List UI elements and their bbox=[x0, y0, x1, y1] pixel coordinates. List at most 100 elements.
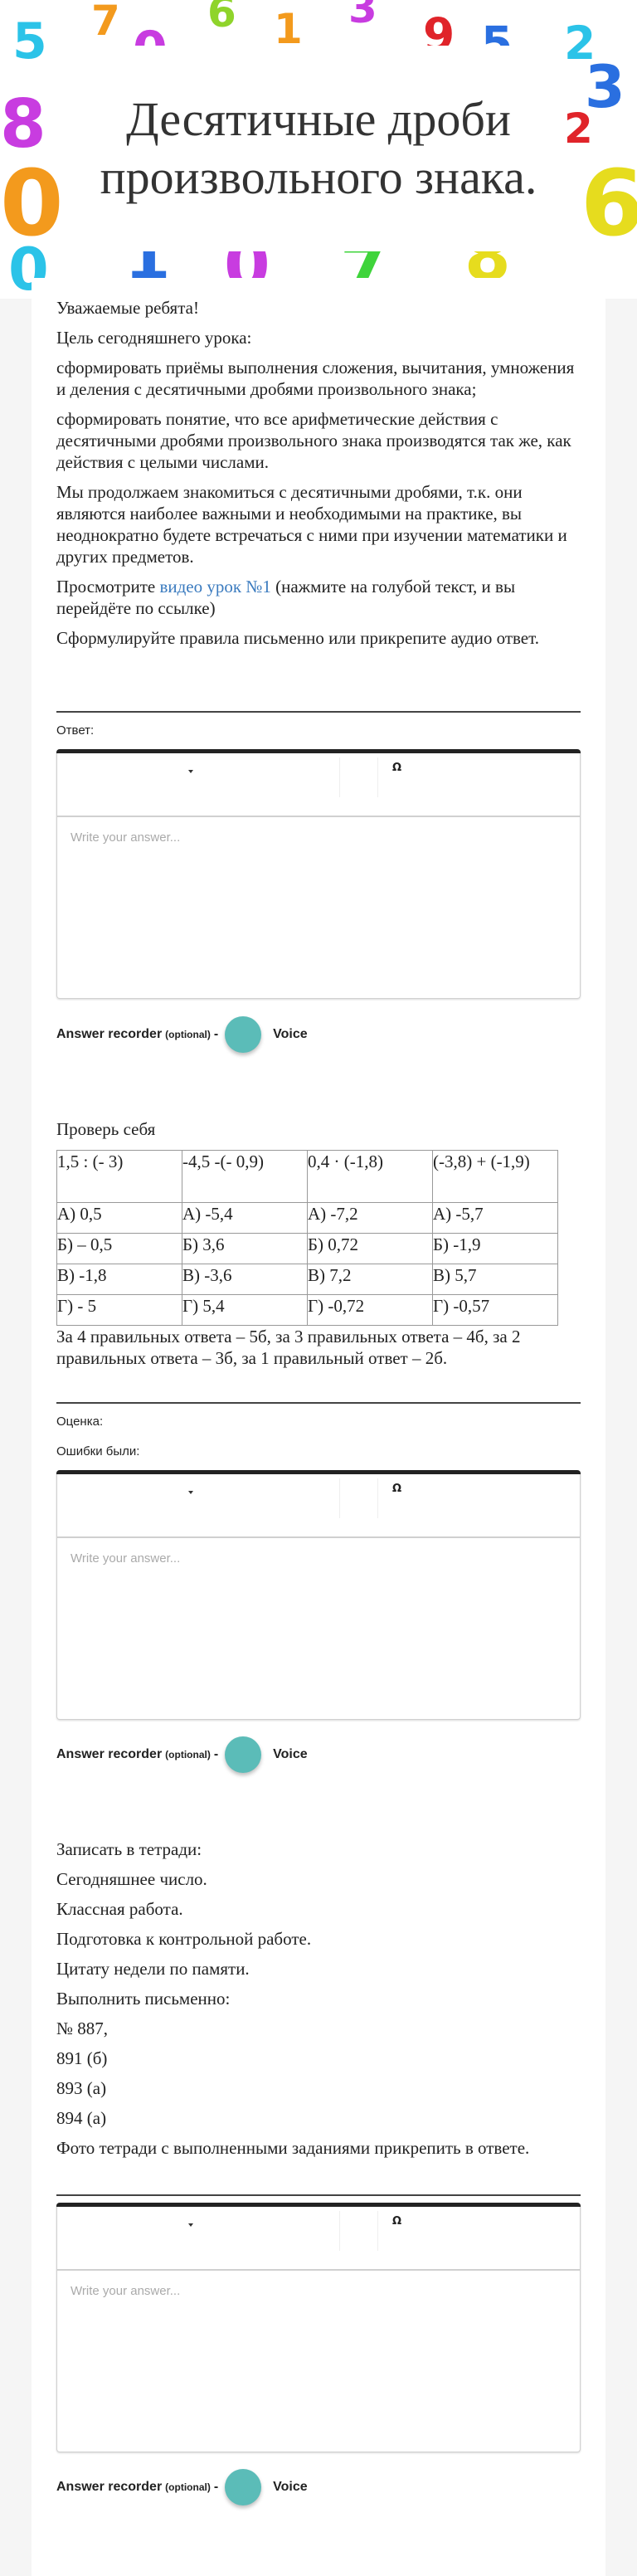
recorder-dash: - bbox=[213, 1027, 219, 1041]
homework-section: Записать в тетради: Сегодняшнее число. К… bbox=[56, 1838, 587, 2167]
table-cell: Б) – 0,5 bbox=[56, 1233, 182, 1264]
toolbar-separator bbox=[339, 757, 340, 797]
answer-choices-table: 1,5 : (- 3) -4,5 -(- 0,9) 0,4 · (-1,8) (… bbox=[56, 1150, 558, 1326]
recorder-label: Answer recorder bbox=[56, 1027, 163, 1041]
title-box: Десятичные дроби произвольного знака. bbox=[86, 46, 551, 251]
intro-goal-heading: Цель сегодняшнего урока: bbox=[56, 328, 252, 348]
errors-label: Ошибки были: bbox=[56, 1444, 140, 1458]
editor-top-bar bbox=[56, 2203, 581, 2207]
answer-input-2[interactable]: Write your answer... bbox=[71, 1551, 181, 1566]
intro-goal-2: сформировать понятие, что все арифметиче… bbox=[56, 409, 571, 472]
table-cell: В) 7,2 bbox=[307, 1264, 433, 1295]
homework-line: Цитату недели по памяти. bbox=[56, 1959, 250, 1979]
table-cell: -4,5 -(- 0,9) bbox=[182, 1150, 308, 1203]
table-cell: 0,4 · (-1,8) bbox=[307, 1150, 433, 1203]
table-cell: Б) 0,72 bbox=[307, 1233, 433, 1264]
table-cell: А) -7,2 bbox=[307, 1202, 433, 1234]
divider bbox=[56, 711, 581, 713]
video-instruction: Просмотрите видео урок №1 (нажмите на го… bbox=[56, 576, 587, 619]
special-character-icon[interactable]: Ω bbox=[392, 762, 402, 774]
editor-toolbar: Ω bbox=[57, 1474, 580, 1538]
answer-editor-1: Ω Write your answer... bbox=[56, 749, 581, 999]
voice-label: Voice bbox=[273, 1747, 308, 1761]
table-cell: А) -5,7 bbox=[432, 1202, 558, 1234]
homework-line: Выполнить письменно: bbox=[56, 1989, 231, 2009]
homework-line: 891 (б) bbox=[56, 2048, 108, 2068]
table-cell: В) 5,7 bbox=[432, 1264, 558, 1295]
homework-line: Подготовка к контрольной работе. bbox=[56, 1929, 312, 1949]
table-cell: Б) 3,6 bbox=[182, 1233, 308, 1264]
video-prefix: Просмотрите bbox=[56, 577, 160, 597]
toolbar-separator bbox=[377, 2211, 378, 2251]
table-cell: В) -3,6 bbox=[182, 1264, 308, 1295]
recorder-dash: - bbox=[213, 2480, 219, 2494]
intro-motivation: Мы продолжаем знакомиться с десятичными … bbox=[56, 482, 567, 567]
answer-input-1[interactable]: Write your answer... bbox=[71, 830, 181, 845]
record-button[interactable] bbox=[225, 1736, 262, 1773]
intro-section: Уважаемые ребята! Цель сегодняшнего урок… bbox=[56, 297, 587, 657]
table-row: Б) – 0,5 Б) 3,6 Б) 0,72 Б) -1,9 bbox=[56, 1233, 558, 1264]
homework-line: № 887, bbox=[56, 2018, 109, 2038]
homework-line: 893 (а) bbox=[56, 2078, 107, 2098]
toolbar-separator bbox=[339, 2211, 340, 2251]
format-dropdown-caret-icon[interactable] bbox=[188, 2223, 193, 2227]
homework-line: Классная работа. bbox=[56, 1899, 183, 1919]
table-cell: 1,5 : (- 3) bbox=[56, 1150, 182, 1203]
answer-editor-2: Ω Write your answer... bbox=[56, 1470, 581, 1720]
toolbar-separator bbox=[339, 1478, 340, 1518]
table-cell: Г) -0,57 bbox=[432, 1294, 558, 1326]
answer-recorder-3: Answer recorder (optional) - Voice bbox=[56, 2469, 308, 2505]
special-character-icon[interactable]: Ω bbox=[392, 1483, 402, 1495]
worksheet-card bbox=[32, 278, 605, 2576]
answer-input-3[interactable]: Write your answer... bbox=[71, 2284, 181, 2298]
recorder-optional: (optional) bbox=[165, 2481, 211, 2493]
format-dropdown-caret-icon[interactable] bbox=[188, 1491, 193, 1494]
answer-recorder-2: Answer recorder (optional) - Voice bbox=[56, 1736, 308, 1773]
intro-goal-1: сформировать приёмы выполнения сложения,… bbox=[56, 358, 575, 399]
table-row: А) 0,5 А) -5,4 А) -7,2 А) -5,7 bbox=[56, 1202, 558, 1234]
grade-label: Оценка: bbox=[56, 1415, 104, 1429]
record-button[interactable] bbox=[225, 1016, 262, 1053]
table-cell: А) 0,5 bbox=[56, 1202, 182, 1234]
answer-label: Ответ: bbox=[56, 723, 95, 738]
answer-recorder-1: Answer recorder (optional) - Voice bbox=[56, 1016, 308, 1053]
check-title: Проверь себя bbox=[56, 1119, 156, 1139]
table-row: 1,5 : (- 3) -4,5 -(- 0,9) 0,4 · (-1,8) (… bbox=[56, 1150, 558, 1203]
table-cell: Г) 5,4 bbox=[182, 1294, 308, 1326]
scoring-text: За 4 правильных ответа – 5б, за 3 правил… bbox=[56, 1327, 521, 1368]
special-character-icon[interactable]: Ω bbox=[392, 2215, 402, 2228]
table-cell: (-3,8) + (-1,9) bbox=[432, 1150, 558, 1203]
editor-top-bar bbox=[56, 749, 581, 753]
homework-line: 894 (а) bbox=[56, 2108, 107, 2128]
divider bbox=[56, 1402, 581, 1404]
recorder-label: Answer recorder bbox=[56, 2480, 163, 2494]
toolbar-separator bbox=[377, 1478, 378, 1518]
recorder-dash: - bbox=[213, 1747, 219, 1761]
table-cell: Г) -0,72 bbox=[307, 1294, 433, 1326]
table-cell: Г) - 5 bbox=[56, 1294, 182, 1326]
check-section: Проверь себя 1,5 : (- 3) -4,5 -(- 0,9) 0… bbox=[56, 1118, 587, 1377]
video-suffix: (нажмите на голубой текст, и вы перейдёт… bbox=[56, 577, 516, 618]
record-button[interactable] bbox=[225, 2469, 262, 2505]
homework-line: Записать в тетради: bbox=[56, 1839, 202, 1859]
recorder-optional: (optional) bbox=[165, 1029, 211, 1040]
table-row: В) -1,8 В) -3,6 В) 7,2 В) 5,7 bbox=[56, 1264, 558, 1295]
answer-editor-3: Ω Write your answer... bbox=[56, 2203, 581, 2452]
table-cell: В) -1,8 bbox=[56, 1264, 182, 1295]
divider bbox=[56, 2194, 581, 2196]
page-title: Десятичные дроби произвольного знака. bbox=[100, 92, 537, 204]
voice-label: Voice bbox=[273, 1027, 308, 1041]
editor-toolbar: Ω bbox=[57, 753, 580, 817]
video-lesson-link[interactable]: видео урок №1 bbox=[159, 577, 271, 597]
task-instruction: Сформулируйте правила письменно или прик… bbox=[56, 628, 539, 648]
voice-label: Voice bbox=[273, 2480, 308, 2494]
table-row: Г) - 5 Г) 5,4 Г) -0,72 Г) -0,57 bbox=[56, 1294, 558, 1326]
editor-top-bar bbox=[56, 1470, 581, 1474]
intro-greeting: Уважаемые ребята! bbox=[56, 298, 199, 318]
homework-line: Сегодняшнее число. bbox=[56, 1869, 207, 1889]
table-cell: Б) -1,9 bbox=[432, 1233, 558, 1264]
editor-toolbar: Ω bbox=[57, 2207, 580, 2271]
format-dropdown-caret-icon[interactable] bbox=[188, 770, 193, 773]
toolbar-separator bbox=[377, 757, 378, 797]
recorder-optional: (optional) bbox=[165, 1749, 211, 1760]
